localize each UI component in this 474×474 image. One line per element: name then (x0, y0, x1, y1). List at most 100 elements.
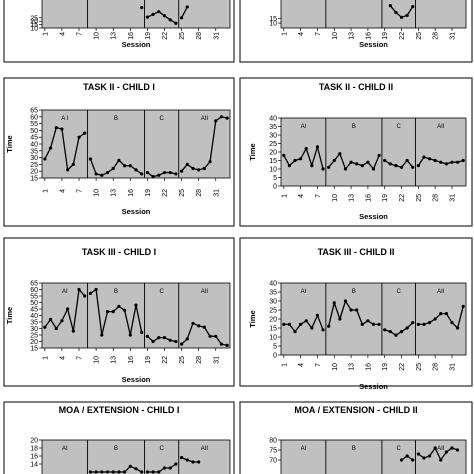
y-tick-label: 14 (30, 462, 38, 469)
x-tick-label: 10 (332, 363, 339, 371)
x-tick-label: 31 (213, 356, 220, 364)
x-tick-label: 19 (145, 189, 152, 197)
chart-panel-moa-child2: AI B C AII MOA / EXTENSION - CHILD II 80 75 70 (239, 401, 473, 474)
data-point (208, 334, 212, 338)
x-tick-label: 28 (196, 356, 203, 364)
data-point (162, 170, 167, 175)
data-point (461, 304, 465, 308)
data-point (191, 460, 195, 464)
x-tick-label: 7 (77, 32, 84, 36)
data-point (349, 308, 353, 312)
data-point (416, 164, 420, 168)
x-tick-label: 25 (179, 189, 186, 197)
data-point (105, 310, 110, 314)
y-axis-label: Time (5, 135, 14, 152)
plot-area (280, 0, 467, 29)
phase-label: B (114, 289, 118, 295)
x-axis-label: Session (359, 40, 388, 49)
y-tick-label: 35 (30, 148, 38, 155)
data-point (455, 448, 460, 452)
data-point (145, 170, 149, 175)
phase-label: B (114, 446, 118, 452)
phase-label: C (397, 289, 402, 295)
data-point (145, 15, 149, 19)
panel-border (239, 77, 473, 227)
data-point (202, 166, 206, 171)
data-point (388, 4, 392, 8)
plot-area (41, 109, 231, 179)
x-axis-label: Session (122, 40, 151, 49)
x-tick-label: 31 (213, 189, 220, 197)
plot-area (41, 282, 231, 349)
data-point (88, 470, 93, 474)
y-tick-label: 20 (30, 19, 38, 26)
data-point (71, 162, 75, 166)
data-point (94, 287, 98, 292)
data-point (202, 325, 206, 329)
data-point (394, 164, 398, 168)
x-tick-label: 16 (128, 32, 135, 40)
x-tick-label: 28 (433, 363, 440, 371)
data-point (191, 166, 195, 171)
x-tick-label: 4 (59, 32, 66, 36)
data-point (83, 131, 87, 135)
data-point (145, 334, 149, 338)
data-point (157, 470, 161, 474)
data-point (444, 312, 448, 316)
chart-title: MOA / EXTENSION - CHILD II (294, 405, 417, 415)
phase-label: AII (437, 124, 445, 130)
phase-label: AII (201, 289, 209, 295)
x-tick-label: 31 (449, 32, 456, 40)
x-tick-label: 10 (94, 356, 101, 364)
data-point (111, 166, 115, 171)
data-point (338, 152, 342, 156)
data-point (185, 162, 189, 166)
data-point (405, 13, 409, 17)
data-point (43, 157, 47, 161)
data-point (287, 164, 292, 168)
x-tick-label: 4 (298, 32, 305, 36)
data-point (450, 446, 454, 450)
data-point (140, 172, 144, 176)
data-point (399, 165, 404, 169)
series-line (89, 158, 143, 176)
data-point (105, 170, 110, 175)
data-point (327, 324, 331, 328)
data-point (377, 153, 381, 157)
data-point (427, 321, 432, 325)
x-tick-label: 4 (298, 363, 305, 367)
phase-label: AII (437, 446, 445, 452)
data-point (304, 147, 308, 151)
data-point (77, 287, 81, 292)
x-axis-label: Session (122, 207, 151, 216)
y-tick-label: 70 (269, 458, 277, 465)
data-point (140, 6, 144, 10)
x-tick-label: 1 (42, 32, 49, 36)
x-tick-label: 13 (349, 363, 356, 371)
data-point (377, 322, 381, 326)
data-point (427, 157, 432, 161)
data-point (332, 158, 336, 163)
data-point (405, 454, 409, 458)
data-point (299, 157, 303, 161)
x-tick-label: 7 (77, 189, 84, 193)
y-tick-label: 0 (273, 184, 277, 191)
data-point (162, 336, 167, 340)
data-point (411, 165, 415, 169)
data-point (77, 135, 81, 139)
data-point (225, 116, 229, 120)
data-point (422, 155, 426, 159)
panel-border (239, 0, 473, 63)
data-point (422, 322, 426, 326)
data-point (100, 470, 104, 474)
data-point (338, 317, 342, 321)
data-point (157, 10, 161, 14)
y-tick-label: 15 (30, 176, 38, 183)
x-tick-label: 22 (162, 189, 169, 197)
x-tick-label: 22 (399, 32, 406, 40)
data-point (293, 158, 297, 163)
data-point (162, 466, 167, 470)
data-point (88, 157, 93, 161)
data-point (405, 326, 409, 330)
x-tick-label: 13 (111, 32, 118, 40)
